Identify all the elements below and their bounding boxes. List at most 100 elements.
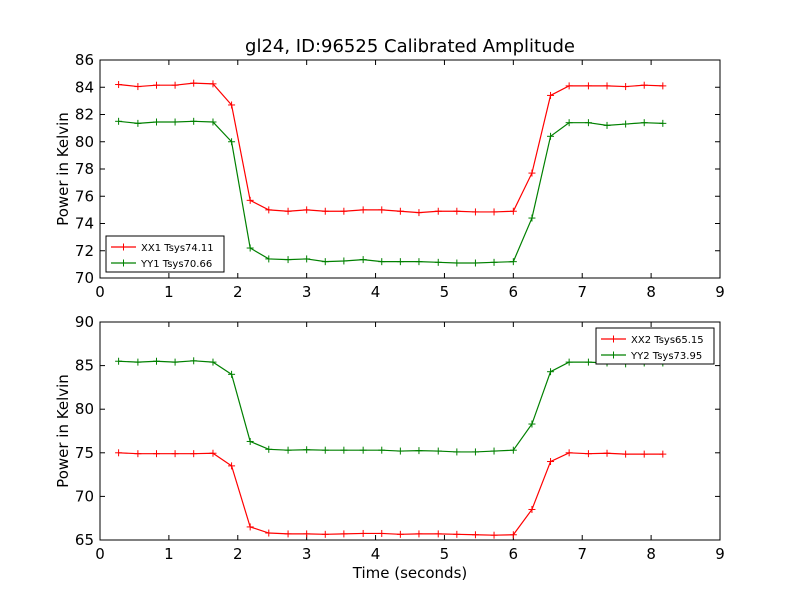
data-point bbox=[303, 255, 311, 263]
data-point bbox=[152, 118, 160, 126]
data-point bbox=[246, 244, 254, 252]
data-point bbox=[509, 446, 517, 454]
data-point bbox=[396, 258, 404, 266]
data-point bbox=[190, 79, 198, 87]
y-tick-label: 80 bbox=[75, 400, 94, 418]
x-tick-label: 0 bbox=[95, 283, 105, 301]
legend-label: YY2 Tsys73.95 bbox=[630, 351, 702, 362]
x-tick-label: 8 bbox=[646, 545, 656, 563]
data-point bbox=[659, 450, 667, 458]
data-point bbox=[396, 447, 404, 455]
legend-item: XX2 Tsys65.15 bbox=[601, 335, 704, 346]
data-point bbox=[340, 446, 348, 454]
x-tick-label: 9 bbox=[715, 283, 725, 301]
x-tick-label: 2 bbox=[233, 283, 243, 301]
legend-box bbox=[595, 327, 715, 365]
data-point bbox=[209, 358, 217, 366]
data-point bbox=[265, 206, 273, 214]
data-point bbox=[265, 529, 273, 537]
data-point bbox=[115, 117, 123, 125]
data-point bbox=[284, 256, 292, 264]
data-point bbox=[284, 446, 292, 454]
data-point bbox=[528, 214, 536, 222]
data-point bbox=[321, 207, 329, 215]
data-point bbox=[415, 258, 423, 266]
y-tick-label: 70 bbox=[75, 269, 94, 287]
y-tick-label: 78 bbox=[75, 160, 94, 178]
data-point bbox=[415, 530, 423, 538]
data-point bbox=[265, 445, 273, 453]
data-point bbox=[115, 357, 123, 365]
bottom-plot: 0 1 2 3 4 5 6 7 8 9 65 70 75 80 85 90 Power in Kelvin Tim… bbox=[54, 313, 725, 582]
y-tick-label: 74 bbox=[75, 215, 94, 233]
legend-label: YY1 Tsys70.66 bbox=[140, 259, 212, 270]
data-point bbox=[303, 530, 311, 538]
chart-title: gl24, ID:96525 Calibrated Amplitude bbox=[245, 36, 575, 57]
data-point bbox=[171, 81, 179, 89]
legend-label: XX1 Tsys74.11 bbox=[141, 243, 214, 254]
data-point bbox=[640, 119, 648, 127]
data-point bbox=[415, 447, 423, 455]
data-point bbox=[378, 206, 386, 214]
data-point bbox=[434, 258, 442, 266]
x-tick-label: 6 bbox=[509, 545, 519, 563]
x-tick-label: 2 bbox=[233, 545, 243, 563]
y-tick-label: 82 bbox=[75, 106, 94, 124]
data-point bbox=[134, 450, 142, 458]
data-point bbox=[603, 121, 611, 129]
data-point bbox=[603, 82, 611, 90]
x-tick-label: 3 bbox=[302, 545, 312, 563]
data-point bbox=[528, 169, 536, 177]
legend-item: XX1 Tsys74.11 bbox=[111, 243, 214, 254]
x-tick-label: 4 bbox=[371, 545, 381, 563]
data-point bbox=[565, 358, 573, 366]
data-point bbox=[171, 358, 179, 366]
x-tick-label: 8 bbox=[646, 283, 656, 301]
data-point bbox=[228, 462, 236, 470]
data-point bbox=[471, 448, 479, 456]
data-point bbox=[622, 120, 630, 128]
x-tick-label: 1 bbox=[164, 283, 174, 301]
data-point bbox=[584, 450, 592, 458]
data-point bbox=[453, 530, 461, 538]
legend-label: XX2 Tsys65.15 bbox=[631, 335, 704, 346]
data-point bbox=[584, 358, 592, 366]
data-point bbox=[415, 209, 423, 217]
data-point bbox=[303, 206, 311, 214]
data-point bbox=[453, 207, 461, 215]
data-point bbox=[340, 207, 348, 215]
data-point bbox=[528, 505, 536, 513]
data-point bbox=[490, 447, 498, 455]
data-point bbox=[115, 81, 123, 89]
data-point bbox=[640, 450, 648, 458]
x-tick-label: 4 bbox=[371, 283, 381, 301]
data-point bbox=[565, 449, 573, 457]
data-point bbox=[359, 446, 367, 454]
data-point bbox=[547, 458, 555, 466]
y-tick-label: 80 bbox=[75, 133, 94, 151]
data-point bbox=[171, 118, 179, 126]
data-point bbox=[565, 82, 573, 90]
data-point bbox=[490, 531, 498, 539]
y-tick-label: 84 bbox=[75, 78, 94, 96]
data-point bbox=[321, 530, 329, 538]
x-tick-label: 5 bbox=[440, 283, 450, 301]
y-axis-label: Power in Kelvin bbox=[54, 374, 72, 488]
data-point bbox=[378, 258, 386, 266]
data-point bbox=[378, 446, 386, 454]
y-tick-label: 65 bbox=[75, 531, 94, 549]
x-tick-label: 9 bbox=[715, 545, 725, 563]
data-point bbox=[396, 530, 404, 538]
data-point bbox=[640, 81, 648, 89]
data-point bbox=[228, 370, 236, 378]
y-tick-label: 86 bbox=[75, 51, 94, 69]
y-tick-label: 72 bbox=[75, 242, 94, 260]
legend-item: YY2 Tsys73.95 bbox=[601, 351, 702, 362]
data-point bbox=[228, 101, 236, 109]
x-tick-label: 1 bbox=[164, 545, 174, 563]
y-tick-label: 85 bbox=[75, 357, 94, 375]
data-point bbox=[359, 529, 367, 537]
data-point bbox=[209, 449, 217, 457]
